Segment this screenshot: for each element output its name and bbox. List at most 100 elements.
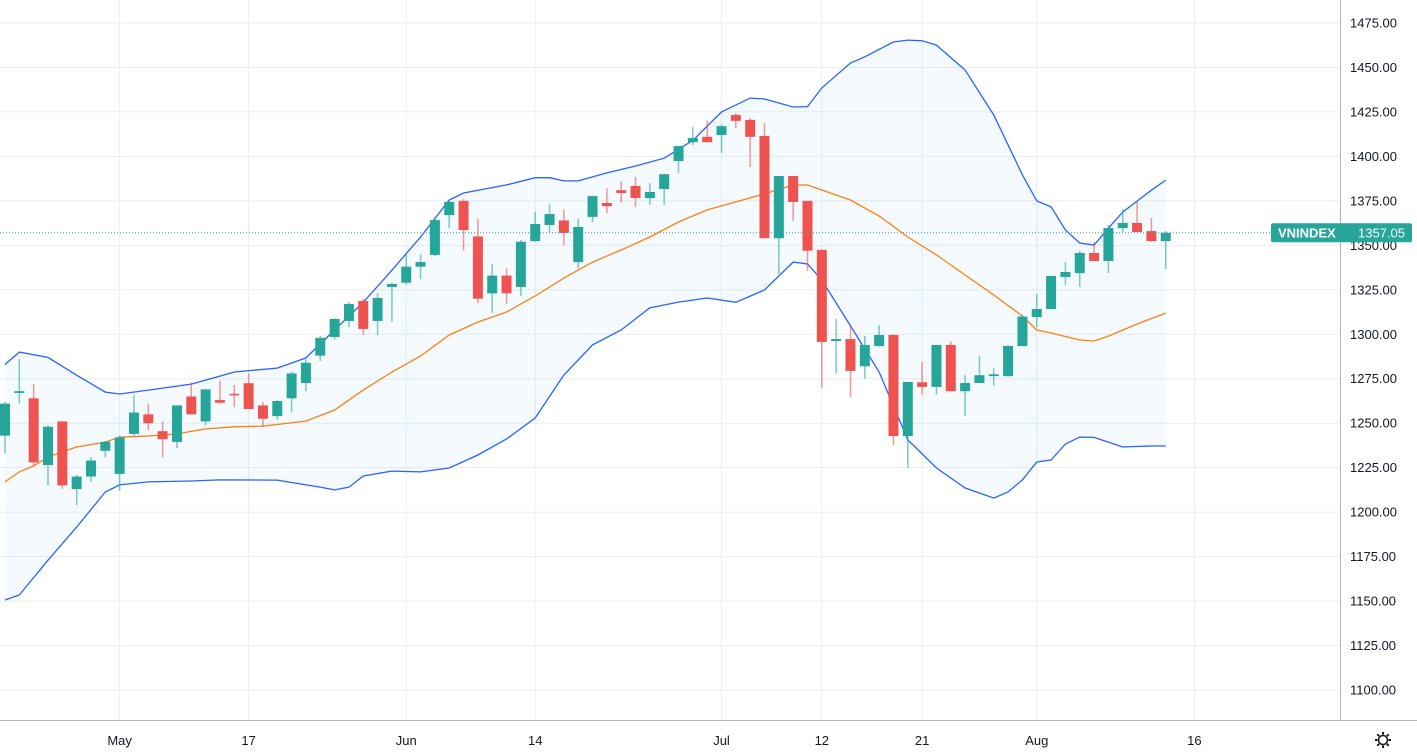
x-tick-label: Jun: [396, 733, 417, 748]
candle-body: [315, 337, 326, 356]
candle-up: [831, 318, 842, 374]
candle-up: [429, 216, 440, 257]
candle-up: [329, 318, 340, 340]
candle-down: [229, 384, 240, 408]
candle-body: [42, 426, 53, 466]
candle-up: [286, 371, 297, 413]
candle-body: [573, 227, 584, 263]
candle-up: [114, 435, 125, 491]
candle-body: [57, 421, 68, 486]
candle-body: [1132, 222, 1143, 232]
candle-body: [501, 275, 512, 294]
candle-up: [544, 204, 555, 233]
candle-body: [171, 405, 182, 442]
candle-body: [616, 190, 627, 194]
candle-body: [673, 146, 684, 162]
candle-body: [544, 214, 555, 226]
candle-up: [386, 282, 397, 322]
symbol-label: VNINDEX: [1278, 225, 1336, 240]
candle-up: [14, 359, 25, 404]
y-tick-label: 1175.00: [1350, 549, 1396, 564]
candle-down: [501, 268, 512, 305]
candle-body: [888, 334, 899, 437]
candle-body: [960, 383, 971, 392]
candle-body: [257, 405, 268, 419]
candle-body: [28, 398, 39, 463]
y-tick-label: 1450.00: [1350, 60, 1397, 75]
candle-up: [171, 405, 182, 449]
candle-down: [243, 373, 254, 409]
last-price-label: VNINDEX 1357.05: [1271, 223, 1412, 243]
candle-body: [988, 374, 999, 377]
time-axis[interactable]: May 17 Jun 14 Jul 12 21 Aug 16: [107, 733, 1201, 748]
candle-body: [458, 200, 469, 231]
candle-up: [931, 344, 942, 395]
candle-down: [802, 200, 813, 271]
band-fill: [5, 40, 1166, 601]
candle-body: [128, 412, 139, 434]
last-price-badge: [1271, 223, 1412, 243]
y-tick-label: 1475.00: [1350, 16, 1397, 31]
candle-up: [1003, 344, 1014, 377]
x-tick-label: 16: [1187, 733, 1201, 748]
price-axis[interactable]: 1100.00 1125.00 1150.00 1175.00 1200.00 1225.…: [1350, 16, 1397, 698]
candle-body: [745, 119, 756, 137]
candle-up: [644, 183, 655, 205]
candle-down: [630, 177, 641, 207]
gear-icon[interactable]: [1375, 732, 1391, 748]
candle-body: [186, 396, 197, 415]
candle-body: [401, 266, 412, 283]
y-tick-label: 1400.00: [1350, 149, 1397, 164]
last-price-value: 1357.05: [1358, 225, 1405, 240]
candle-down: [143, 403, 154, 431]
candle-body: [931, 344, 942, 387]
candle-up: [315, 336, 326, 361]
candle-body: [974, 375, 985, 384]
x-tick-label: 12: [815, 733, 829, 748]
candle-down: [358, 298, 369, 335]
candle-up: [415, 254, 426, 280]
candle-body: [472, 236, 483, 299]
candle-down: [1146, 217, 1157, 242]
candle-up: [902, 381, 913, 469]
candle-body: [1103, 228, 1114, 261]
candle-up: [401, 252, 412, 285]
candle-down: [57, 421, 68, 490]
candle-down: [888, 334, 899, 446]
candle-body: [1117, 222, 1128, 229]
candle-down: [616, 181, 627, 203]
x-tick-label: May: [107, 733, 132, 748]
candle-up: [960, 375, 971, 417]
candle-up: [874, 325, 885, 347]
y-tick-label: 1250.00: [1350, 416, 1397, 431]
candle-up: [1103, 225, 1114, 274]
candle-body: [601, 203, 612, 207]
candle-body: [386, 283, 397, 287]
candle-up: [515, 240, 526, 297]
candle-up: [716, 124, 727, 153]
candle-body: [874, 334, 885, 347]
candle-down: [28, 384, 39, 466]
candle-down: [257, 401, 268, 427]
candle-up: [272, 400, 283, 420]
candle-up: [128, 394, 139, 436]
candle-up: [673, 145, 684, 173]
candles: [0, 113, 1171, 506]
x-tick-label: Jul: [713, 733, 730, 748]
candle-up: [372, 293, 383, 335]
candle-up: [487, 264, 498, 313]
candle-body: [945, 344, 956, 392]
candle-up: [687, 127, 698, 146]
y-tick-label: 1325.00: [1350, 282, 1397, 297]
y-tick-label: 1150.00: [1350, 594, 1396, 609]
candle-down: [816, 248, 827, 388]
candle-down: [214, 380, 225, 404]
candle-up: [773, 175, 784, 274]
lower-band-line: [4, 261, 1166, 601]
candle-down: [702, 120, 713, 143]
candle-body: [730, 114, 741, 121]
candle-body: [917, 382, 928, 387]
candle-body: [14, 391, 25, 393]
candle-up: [1074, 250, 1085, 287]
